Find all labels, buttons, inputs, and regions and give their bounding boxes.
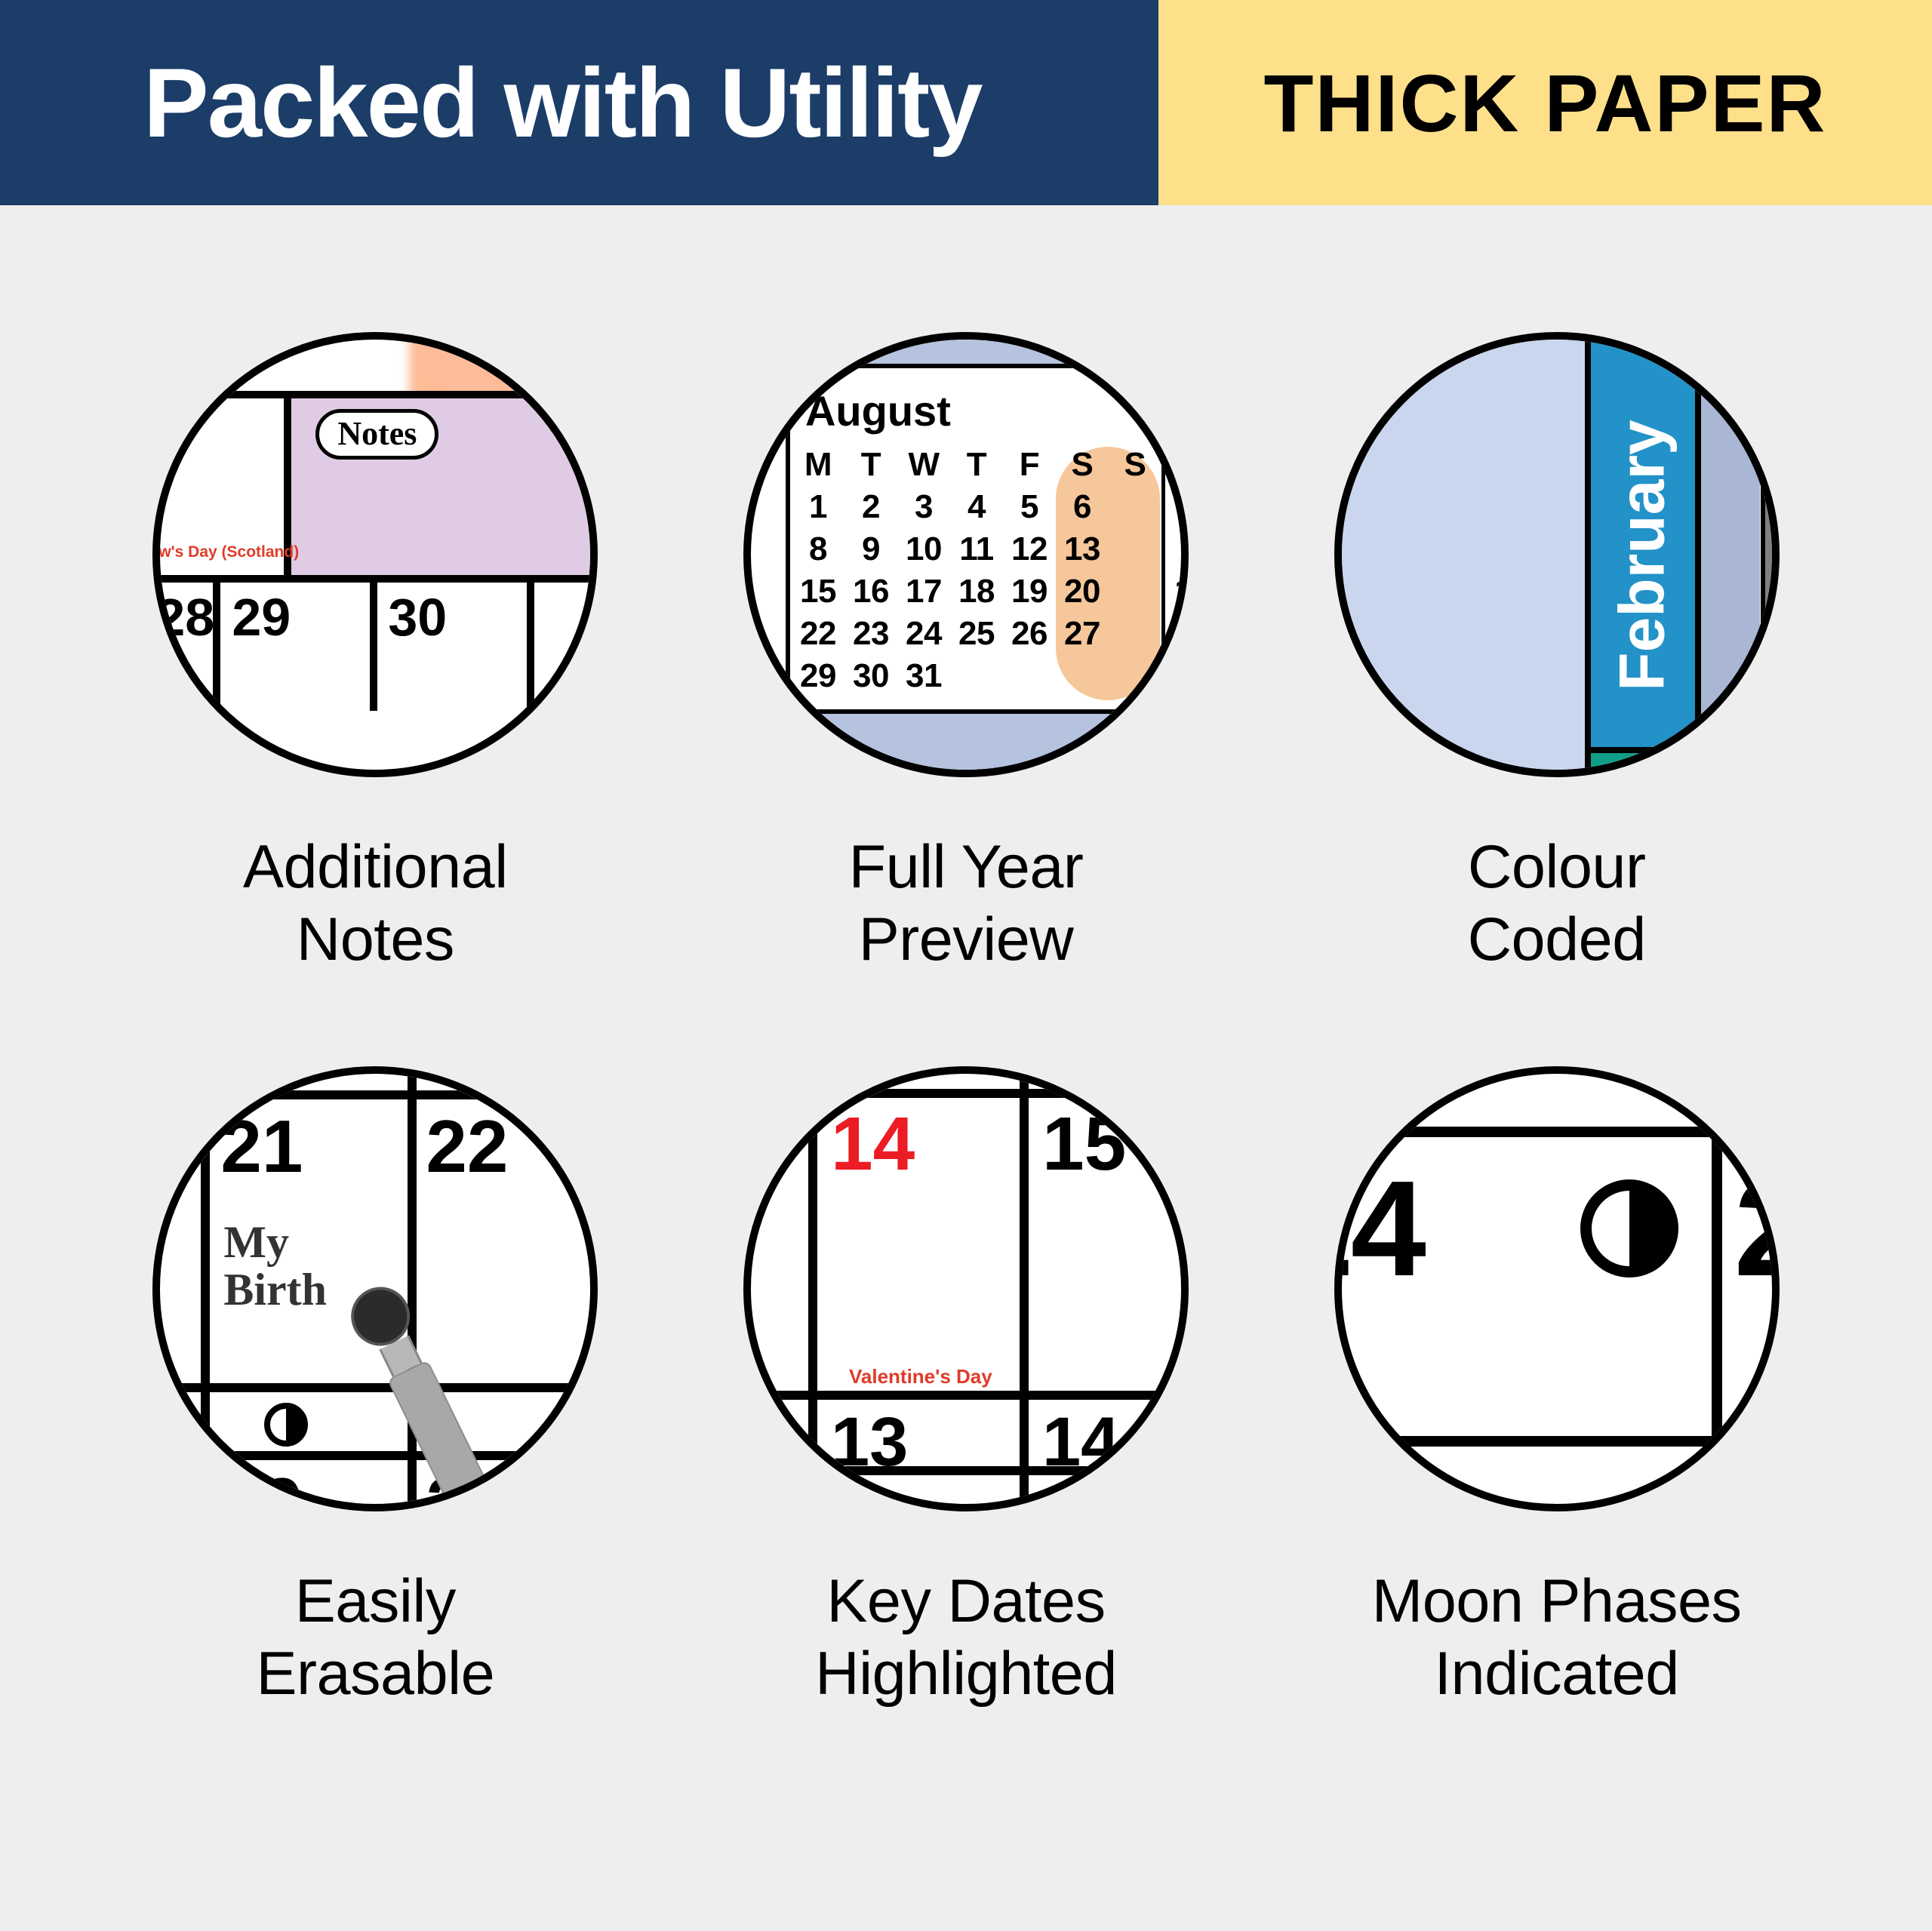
feature-easily-erasable: 21 22 My Birth 19 20 Easily Erasable [91, 1066, 660, 1710]
feature-full-year-preview: August Se MTWTFSS12345689101112131516171… [681, 332, 1251, 976]
date-number: 22 [426, 1104, 508, 1189]
feature-caption: Key Dates Highlighted [815, 1566, 1117, 1710]
date-number: 14 [1042, 1403, 1119, 1482]
date-number: 28 [155, 587, 214, 647]
month-tab-label: February [1605, 420, 1678, 690]
eraser-pen-icon [341, 1277, 518, 1512]
month-label: August [805, 386, 951, 435]
feature-circle: 24 25 [1334, 1066, 1780, 1511]
header-badge: THICK PAPER [1158, 0, 1932, 205]
month-label-partial: Se [1172, 386, 1189, 435]
mini-calendar: MTWTFSS123456891011121315161718192022232… [792, 444, 1161, 697]
date-number: 19 [220, 1462, 303, 1511]
holiday-fragment: w's Day (Scotland) [158, 543, 299, 561]
feature-circle: August Se MTWTFSS12345689101112131516171… [743, 332, 1189, 777]
handwriting-sample: My Birth [223, 1219, 327, 1314]
date-number: 30 [388, 587, 447, 647]
date-number: 25 [1734, 1151, 1780, 1307]
feature-circle: 14 15 Valentine's Day 13 14 [743, 1066, 1189, 1511]
moon-phase-icon [152, 1112, 193, 1164]
feature-caption: Full Year Preview [849, 832, 1084, 976]
date-number: 15 [1042, 1101, 1126, 1188]
date-number: 21 [220, 1104, 303, 1189]
feature-circle: 21 22 My Birth 19 20 [152, 1066, 598, 1511]
feature-caption: Easily Erasable [256, 1566, 494, 1710]
feature-circle: February [1334, 332, 1780, 777]
notes-pill: Notes [315, 409, 438, 460]
mini-calendar-partial: MTW4511121819 [1174, 444, 1189, 697]
feature-grid: 0 Notes w's Day (Scotland) 28 29 30 Addi… [0, 332, 1932, 1710]
date-number: 0 [152, 404, 155, 470]
feature-key-dates: 14 15 Valentine's Day 13 14 Key Dates Hi… [681, 1066, 1251, 1710]
holiday-label: Valentine's Day [849, 1365, 992, 1388]
feature-caption: Additional Notes [243, 832, 508, 976]
feature-colour-coded: February Colour Coded [1272, 332, 1841, 976]
date-number: 13 [831, 1403, 908, 1482]
date-number: 24 [1334, 1151, 1423, 1307]
date-number: 29 [232, 587, 291, 647]
moon-phase-icon [264, 1403, 308, 1447]
feature-moon-phases: 24 25 Moon Phases Indicated [1272, 1066, 1841, 1710]
feature-caption: Colour Coded [1468, 832, 1646, 976]
header-title: Packed with Utility [0, 0, 1158, 205]
feature-caption: Moon Phases Indicated [1372, 1566, 1742, 1710]
moon-phase-icon [1580, 1179, 1678, 1278]
header-bar: Packed with Utility THICK PAPER [0, 0, 1932, 205]
date-number-highlighted: 14 [831, 1101, 915, 1188]
feature-circle: 0 Notes w's Day (Scotland) 28 29 30 [152, 332, 598, 777]
feature-additional-notes: 0 Notes w's Day (Scotland) 28 29 30 Addi… [91, 332, 660, 976]
